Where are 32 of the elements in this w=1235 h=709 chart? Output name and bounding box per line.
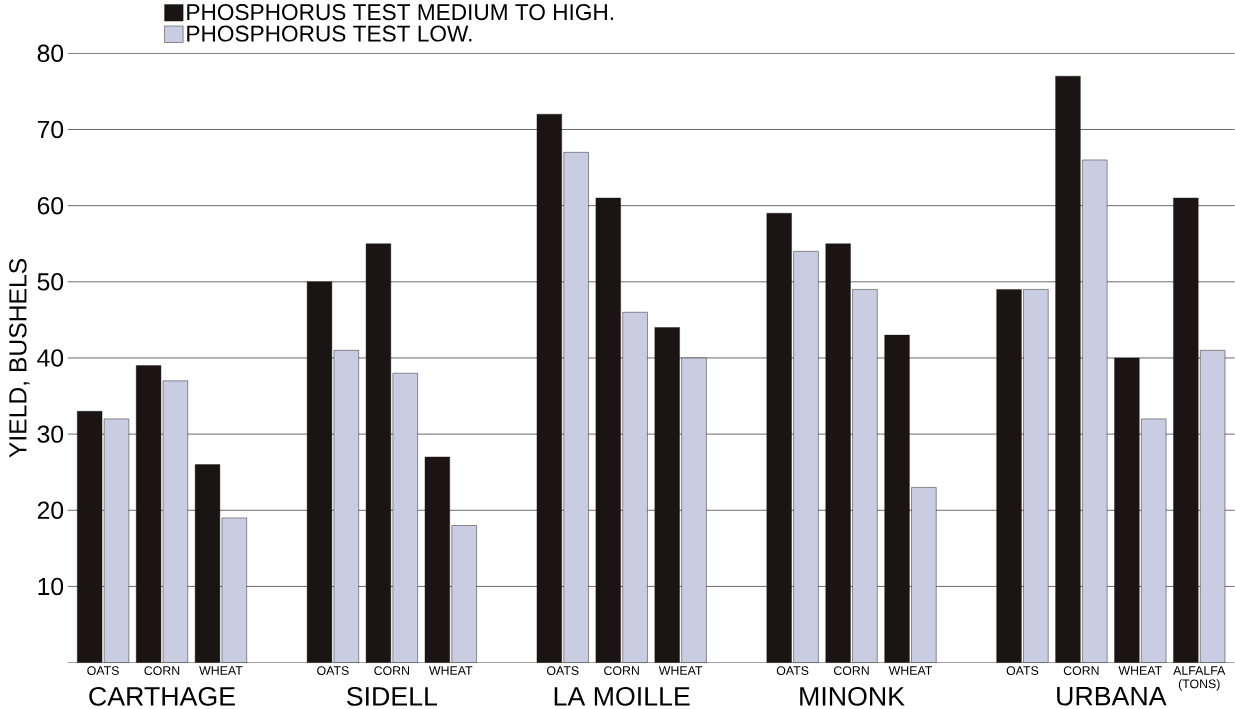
y-tick-label: 80	[37, 44, 64, 62]
y-tick-label: 60	[37, 196, 64, 215]
x-tick-label: WHEAT	[199, 666, 243, 675]
x-tick-label: CORN	[833, 666, 869, 675]
x-tick-label: OATS	[1006, 666, 1039, 675]
x-tick-label: OATS	[87, 666, 119, 675]
x-tick-label: CORN	[374, 666, 410, 675]
x-tick-label: OATS	[317, 666, 349, 675]
y-tick-label: 40	[37, 349, 64, 367]
x-tick-label: WHEAT	[1118, 666, 1162, 675]
x-tick-label: ALFALFA (TONS)	[1173, 666, 1226, 691]
y-tick-label: 30	[37, 425, 64, 443]
y-tick-label: 10	[38, 577, 64, 596]
y-tick-label: 50	[37, 272, 64, 291]
legend-label: PHOSPHORUS TEST MEDIUM TO HIGH.	[187, 3, 613, 21]
x-tick-label: CORN	[604, 666, 639, 675]
text: CARTHAGE	[89, 686, 235, 706]
y-tick-label: 20	[37, 501, 64, 519]
x-tick-label: WHEAT	[658, 666, 703, 675]
text: LA MOILLE	[554, 686, 690, 706]
text: URBANA	[1057, 686, 1167, 706]
x-tick-label: OATS	[546, 666, 579, 675]
x-tick-label: CORN	[144, 666, 180, 675]
x-tick-label: OATS	[776, 666, 809, 675]
x-tick-label: WHEAT	[888, 666, 933, 675]
text: MINONK	[800, 686, 905, 706]
x-tick-label: CORN	[1063, 666, 1099, 675]
text: SIDELL	[346, 686, 438, 706]
legend-label: PHOSPHORUS TEST LOW.	[187, 25, 472, 42]
y-tick-label: 70	[37, 120, 64, 139]
x-tick-label: WHEAT	[429, 666, 473, 675]
y-axis-title: YIELD, BUSHELS	[9, 258, 30, 458]
